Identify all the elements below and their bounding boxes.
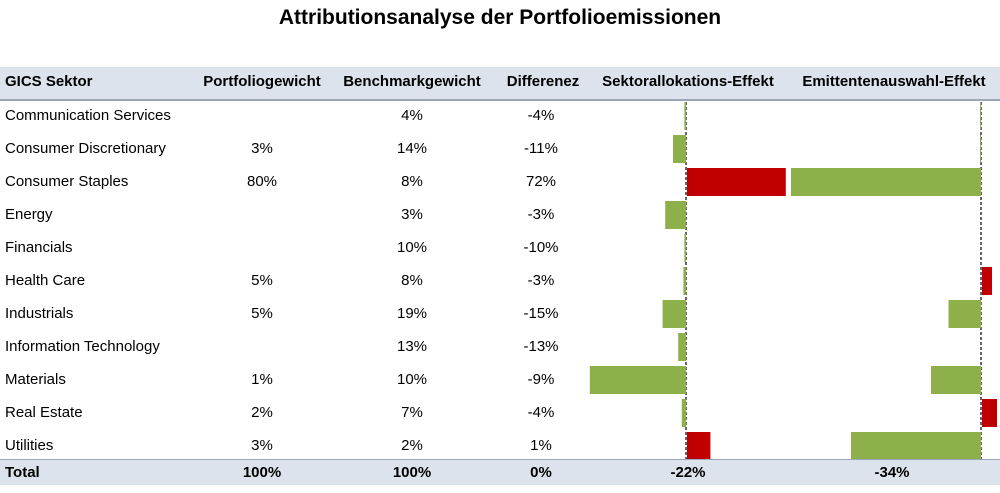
table-row: Real Estate 2% 7% -4% [0, 397, 590, 430]
sector-name: Health Care [5, 272, 86, 289]
total-row: Total 100% 100% 0% [0, 460, 590, 493]
bar-sector-allocation [683, 267, 686, 295]
table-row: Communication Services 4% -4% [0, 100, 590, 133]
header-sector-allocation: Sektorallokations-Effekt [602, 73, 774, 90]
total-diff: 0% [530, 464, 552, 481]
bar-issuer-selection [948, 300, 981, 328]
header-portfolio-weight: Portfoliogewicht [203, 73, 321, 90]
bar-sector-allocation [684, 102, 686, 130]
sector-name: Materials [5, 371, 66, 388]
difference: -13% [523, 338, 559, 355]
sector-name: Consumer Discretionary [5, 140, 166, 157]
sector-name: Communication Services [5, 107, 171, 124]
table-row: Energy 3% -3% [0, 199, 590, 232]
header-issuer-selection: Emittentenauswahl-Effekt [802, 73, 986, 90]
header-band [0, 67, 1000, 100]
total-sector-allocation: -22% [670, 464, 706, 481]
bar-issuer-selection [980, 135, 981, 163]
bar-sector-allocation [678, 333, 686, 361]
portfolio-weight: 3% [251, 140, 273, 157]
bar-issuer-selection [980, 102, 981, 130]
difference: -10% [523, 239, 559, 256]
bar-issuer-selection [791, 168, 981, 196]
bar-sector-allocation [687, 432, 711, 460]
header-rule [0, 99, 1000, 101]
table-row: Information Technology 13% -13% [0, 331, 590, 364]
table-row: Materials 1% 10% -9% [0, 364, 590, 397]
portfolio-weight: 2% [251, 404, 273, 421]
portfolio-weight: 5% [251, 305, 273, 322]
bar-sector-allocation [684, 234, 686, 262]
table-row: Industrials 5% 19% -15% [0, 298, 590, 331]
bar-issuer-selection [851, 432, 981, 460]
header-sector: GICS Sektor [5, 73, 93, 90]
benchmark-weight: 3% [401, 206, 423, 223]
table-row: Utilities 3% 2% 1% [0, 430, 590, 463]
bar-sector-allocation [687, 168, 786, 196]
header-benchmark-weight: Benchmarkgewicht [343, 73, 481, 90]
benchmark-weight: 19% [396, 305, 428, 322]
bar-issuer-selection [982, 267, 992, 295]
sector-name: Utilities [5, 437, 54, 454]
difference: -15% [523, 305, 559, 322]
table-row: Consumer Staples 80% 8% 72% [0, 166, 590, 199]
difference: -4% [527, 107, 555, 124]
difference: -3% [527, 206, 555, 223]
sector-name: Industrials [5, 305, 74, 322]
total-issuer-selection: -34% [874, 464, 910, 481]
difference: -4% [527, 404, 555, 421]
difference: -3% [527, 272, 555, 289]
chart-title: Attributionsanalyse der Portfolioemissio… [278, 6, 722, 29]
sector-name: Information Technology [5, 338, 160, 355]
table-row: Financials 10% -10% [0, 232, 590, 265]
total-portfolio: 100% [242, 464, 282, 481]
benchmark-weight: 8% [401, 173, 423, 190]
benchmark-weight: 14% [396, 140, 428, 157]
difference: -11% [524, 140, 558, 157]
sector-name: Real Estate [5, 404, 83, 421]
bar-sector-allocation [662, 300, 686, 328]
portfolio-weight: 3% [251, 437, 273, 454]
benchmark-weight: 7% [401, 404, 423, 421]
bar-sector-allocation [681, 399, 686, 427]
total-band [0, 460, 1000, 485]
total-benchmark: 100% [392, 464, 432, 481]
portfolio-weight: 1% [251, 371, 273, 388]
table-row: Consumer Discretionary 3% 14% -11% [0, 133, 590, 166]
total-label: Total [5, 464, 40, 481]
header-difference: Differenez [506, 73, 580, 90]
sector-name: Energy [5, 206, 53, 223]
difference: 1% [530, 437, 552, 454]
table-row: Health Care 5% 8% -3% [0, 265, 590, 298]
benchmark-weight: 2% [401, 437, 423, 454]
benchmark-weight: 4% [401, 107, 423, 124]
portfolio-weight: 80% [246, 173, 278, 190]
sector-name: Consumer Staples [5, 173, 129, 190]
bar-issuer-selection [982, 399, 997, 427]
difference: 72% [525, 173, 557, 190]
benchmark-weight: 10% [396, 371, 428, 388]
sector-name: Financials [5, 239, 73, 256]
portfolio-weight: 5% [251, 272, 273, 289]
bar-issuer-selection [931, 366, 981, 394]
benchmark-weight: 8% [401, 272, 423, 289]
bar-sector-allocation [589, 366, 686, 394]
benchmark-weight: 13% [396, 338, 428, 355]
bar-sector-allocation [665, 201, 686, 229]
benchmark-weight: 10% [396, 239, 428, 256]
difference: -9% [527, 371, 555, 388]
bar-sector-allocation [673, 135, 686, 163]
